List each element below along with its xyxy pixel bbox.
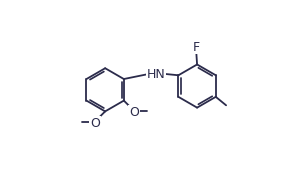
Text: HN: HN <box>147 67 165 81</box>
Text: O: O <box>90 117 100 130</box>
Text: F: F <box>192 41 200 54</box>
Text: O: O <box>129 106 139 119</box>
